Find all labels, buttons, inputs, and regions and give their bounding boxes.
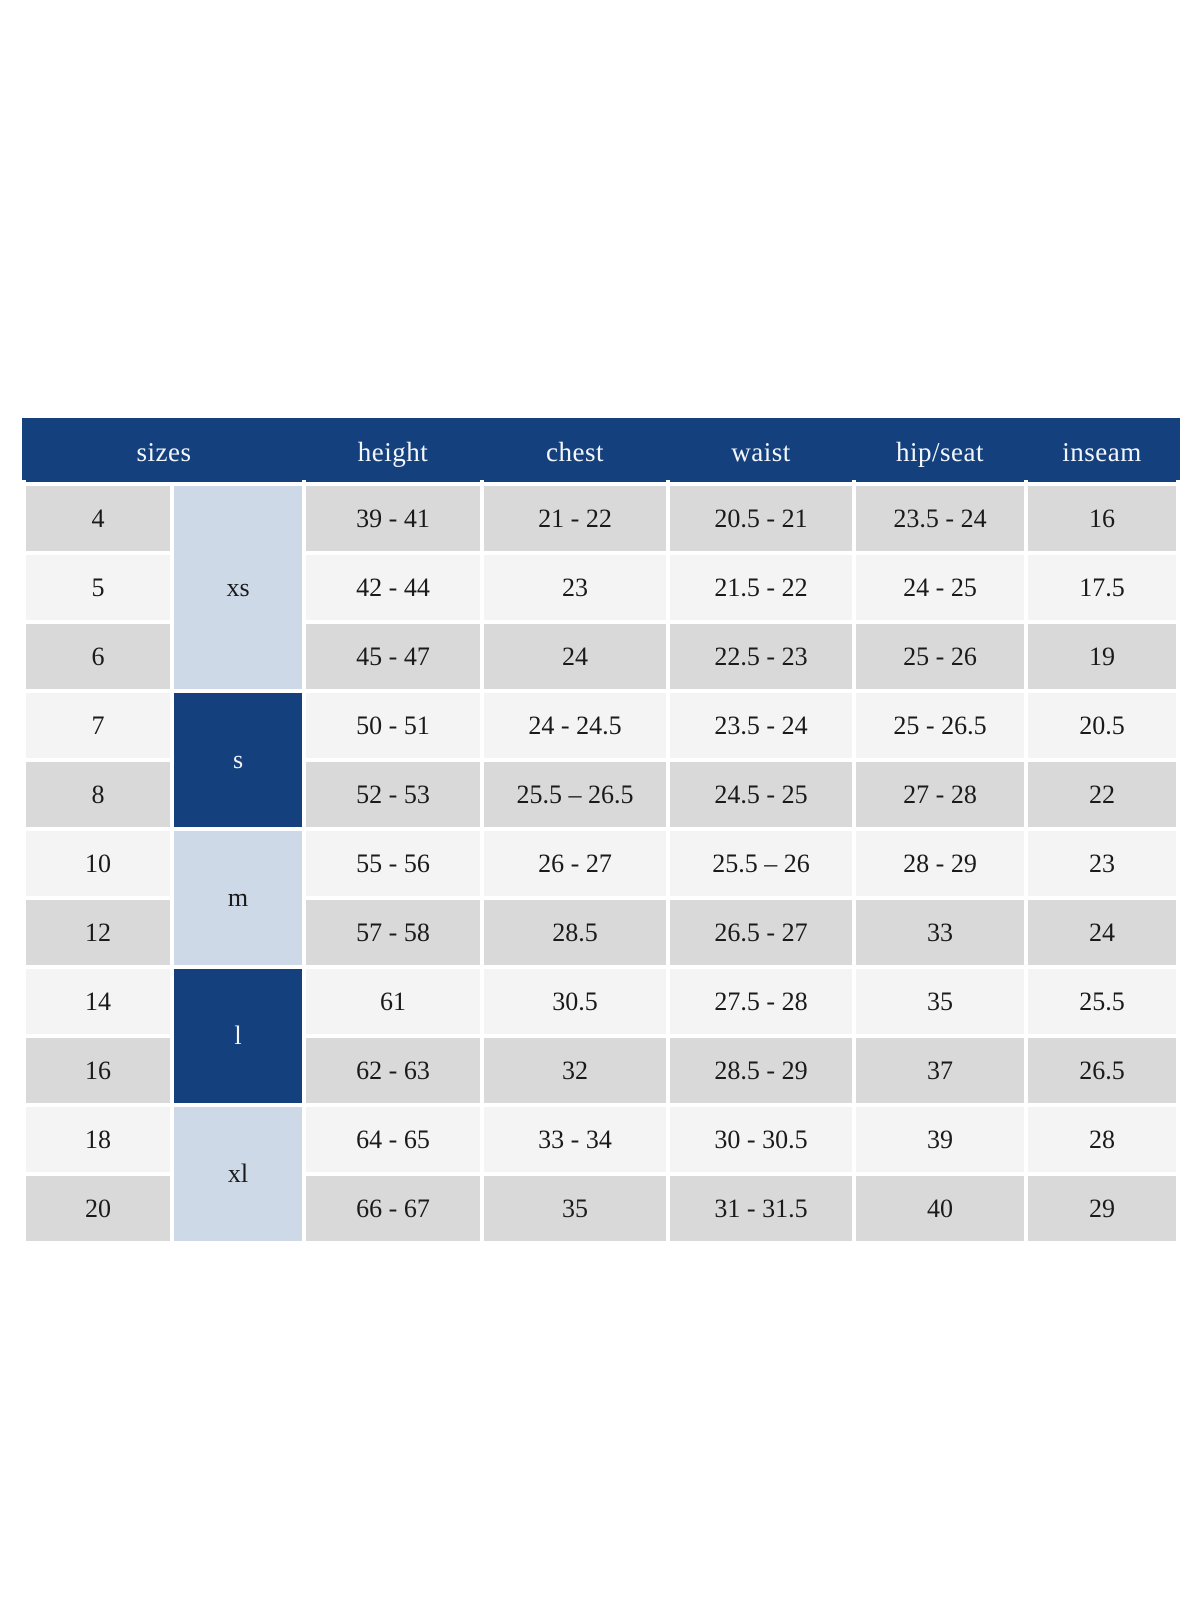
chest-cell: 24 xyxy=(484,624,667,689)
size-cell: 14 xyxy=(26,969,170,1034)
chest-cell: 25.5 – 26.5 xyxy=(484,762,667,827)
chest-cell: 24 - 24.5 xyxy=(484,693,667,758)
height-cell: 45 - 47 xyxy=(306,624,481,689)
size-cell: 12 xyxy=(26,900,170,965)
inseam-cell: 24 xyxy=(1028,900,1177,965)
height-cell: 55 - 56 xyxy=(306,831,481,896)
waist-cell: 25.5 – 26 xyxy=(670,831,853,896)
height-cell: 42 - 44 xyxy=(306,555,481,620)
size-cell: 16 xyxy=(26,1038,170,1103)
hip-seat-cell: 37 xyxy=(856,1038,1025,1103)
inseam-cell: 22 xyxy=(1028,762,1177,827)
chest-cell: 23 xyxy=(484,555,667,620)
table-row: 12 57 - 58 28.5 26.5 - 27 33 24 xyxy=(26,900,1177,965)
size-group-cell: m xyxy=(174,831,303,965)
size-group-cell: s xyxy=(174,693,303,827)
height-cell: 66 - 67 xyxy=(306,1176,481,1241)
table-row: 10 m 55 - 56 26 - 27 25.5 – 26 28 - 29 23 xyxy=(26,831,1177,965)
table-row: 6 45 - 47 24 22.5 - 23 25 - 26 19 xyxy=(26,624,1177,689)
chest-cell: 32 xyxy=(484,1038,667,1103)
inseam-cell: 23 xyxy=(1028,831,1177,896)
waist-cell: 26.5 - 27 xyxy=(670,900,853,965)
table-row: 7 s 50 - 51 24 - 24.5 23.5 - 24 25 - 26.5 20.5 xyxy=(26,693,1177,827)
size-chart: sizes height chest waist hip/seat inseam… xyxy=(22,418,1180,1245)
height-cell: 52 - 53 xyxy=(306,762,481,827)
height-cell: 57 - 58 xyxy=(306,900,481,965)
inseam-cell: 29 xyxy=(1028,1176,1177,1241)
height-cell: 39 - 41 xyxy=(306,486,481,551)
size-group-cell: xs xyxy=(174,486,303,689)
chest-cell: 30.5 xyxy=(484,969,667,1034)
size-cell: 18 xyxy=(26,1107,170,1172)
size-group-cell: l xyxy=(174,969,303,1103)
table-row: 4 xs 39 - 41 21 - 22 20.5 - 21 23.5 - 24 16 xyxy=(26,486,1177,689)
waist-cell: 27.5 - 28 xyxy=(670,969,853,1034)
hip-seat-cell: 24 - 25 xyxy=(856,555,1025,620)
hip-seat-cell: 25 - 26.5 xyxy=(856,693,1025,758)
table-row: 20 66 - 67 35 31 - 31.5 40 29 xyxy=(26,1176,1177,1241)
table-row: 5 42 - 44 23 21.5 - 22 24 - 25 17.5 xyxy=(26,555,1177,620)
waist-cell: 20.5 - 21 xyxy=(670,486,853,551)
height-cell: 61 xyxy=(306,969,481,1034)
column-header-chest: chest xyxy=(484,422,667,482)
waist-cell: 22.5 - 23 xyxy=(670,624,853,689)
column-header-height: height xyxy=(306,422,481,482)
waist-cell: 28.5 - 29 xyxy=(670,1038,853,1103)
table-row: 18 xl 64 - 65 33 - 34 30 - 30.5 39 28 xyxy=(26,1107,1177,1241)
size-cell: 10 xyxy=(26,831,170,896)
hip-seat-cell: 23.5 - 24 xyxy=(856,486,1025,551)
column-header-inseam: inseam xyxy=(1028,422,1177,482)
table-row: 16 62 - 63 32 28.5 - 29 37 26.5 xyxy=(26,1038,1177,1103)
waist-cell: 23.5 - 24 xyxy=(670,693,853,758)
inseam-cell: 17.5 xyxy=(1028,555,1177,620)
size-cell: 8 xyxy=(26,762,170,827)
size-cell: 4 xyxy=(26,486,170,551)
height-cell: 62 - 63 xyxy=(306,1038,481,1103)
waist-cell: 30 - 30.5 xyxy=(670,1107,853,1172)
inseam-cell: 16 xyxy=(1028,486,1177,551)
chest-cell: 21 - 22 xyxy=(484,486,667,551)
chest-cell: 35 xyxy=(484,1176,667,1241)
inseam-cell: 28 xyxy=(1028,1107,1177,1172)
hip-seat-cell: 40 xyxy=(856,1176,1025,1241)
height-cell: 64 - 65 xyxy=(306,1107,481,1172)
column-header-waist: waist xyxy=(670,422,853,482)
size-cell: 7 xyxy=(26,693,170,758)
hip-seat-cell: 28 - 29 xyxy=(856,831,1025,896)
inseam-cell: 26.5 xyxy=(1028,1038,1177,1103)
hip-seat-cell: 25 - 26 xyxy=(856,624,1025,689)
waist-cell: 31 - 31.5 xyxy=(670,1176,853,1241)
column-header-sizes: sizes xyxy=(26,422,303,482)
size-cell: 5 xyxy=(26,555,170,620)
height-cell: 50 - 51 xyxy=(306,693,481,758)
hip-seat-cell: 27 - 28 xyxy=(856,762,1025,827)
inseam-cell: 19 xyxy=(1028,624,1177,689)
table-row: 14 l 61 30.5 27.5 - 28 35 25.5 xyxy=(26,969,1177,1103)
header-row: sizes height chest waist hip/seat inseam xyxy=(26,422,1177,482)
hip-seat-cell: 35 xyxy=(856,969,1025,1034)
inseam-cell: 20.5 xyxy=(1028,693,1177,758)
size-group-cell: xl xyxy=(174,1107,303,1241)
waist-cell: 24.5 - 25 xyxy=(670,762,853,827)
chest-cell: 28.5 xyxy=(484,900,667,965)
column-header-hip-seat: hip/seat xyxy=(856,422,1025,482)
inseam-cell: 25.5 xyxy=(1028,969,1177,1034)
hip-seat-cell: 39 xyxy=(856,1107,1025,1172)
waist-cell: 21.5 - 22 xyxy=(670,555,853,620)
chest-cell: 26 - 27 xyxy=(484,831,667,896)
chest-cell: 33 - 34 xyxy=(484,1107,667,1172)
size-cell: 6 xyxy=(26,624,170,689)
table-row: 8 52 - 53 25.5 – 26.5 24.5 - 25 27 - 28 22 xyxy=(26,762,1177,827)
size-cell: 20 xyxy=(26,1176,170,1241)
hip-seat-cell: 33 xyxy=(856,900,1025,965)
size-chart-table: sizes height chest waist hip/seat inseam… xyxy=(22,418,1180,1245)
